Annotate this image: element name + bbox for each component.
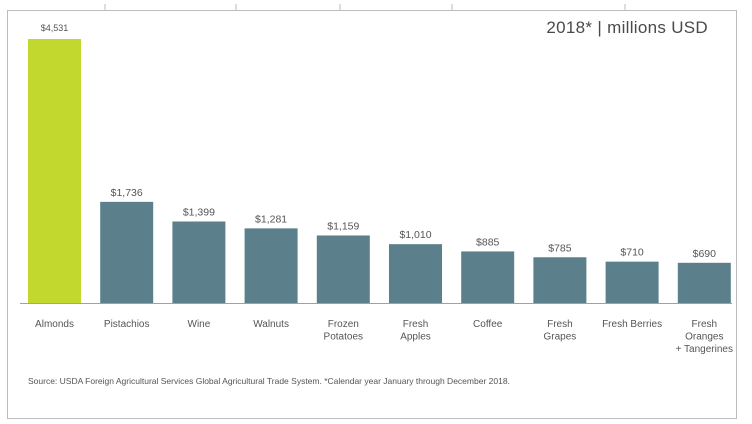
data-label: $1,010 <box>399 229 431 241</box>
bar-pistachios <box>100 201 154 303</box>
category-label: Pistachios <box>104 319 150 330</box>
category-label: Fresh Apples <box>400 319 431 343</box>
bar-fresh-apples <box>389 244 442 303</box>
source-note: Source: USDA Foreign Agricultural Servic… <box>28 376 510 386</box>
bar-coffee <box>461 251 515 303</box>
bar-wine <box>172 221 226 303</box>
bar-almonds <box>28 39 81 303</box>
category-label: Coffee <box>473 319 503 330</box>
bar-fresh-grapes <box>533 257 587 303</box>
category-label: Walnuts <box>253 319 289 330</box>
data-label: $1,281 <box>255 213 287 225</box>
bar-fresh-berries <box>605 261 659 303</box>
data-label: $1,736 <box>111 187 143 199</box>
chart-subtitle: 2018* | millions USD <box>546 18 708 37</box>
data-label: $4,531 <box>41 23 69 33</box>
data-label: $710 <box>620 247 644 259</box>
bar-fresh-oranges-tangerines <box>677 262 731 303</box>
top-tick-marks <box>104 4 626 10</box>
data-label: $885 <box>476 236 500 248</box>
bar-frozen-potatoes <box>316 235 370 303</box>
category-label: Almonds <box>35 319 74 330</box>
category-label: Wine <box>188 319 211 330</box>
data-label: $690 <box>693 248 717 260</box>
data-label: $1,399 <box>183 206 215 218</box>
category-label: Fresh Berries <box>602 319 662 330</box>
category-label: Fresh Oranges + Tangerines <box>676 319 733 355</box>
data-label: $785 <box>548 242 572 254</box>
data-label: $1,159 <box>327 220 359 232</box>
category-label: Frozen Potatoes <box>324 319 363 343</box>
category-label: Fresh Grapes <box>544 319 577 343</box>
bar-walnuts <box>244 228 298 303</box>
